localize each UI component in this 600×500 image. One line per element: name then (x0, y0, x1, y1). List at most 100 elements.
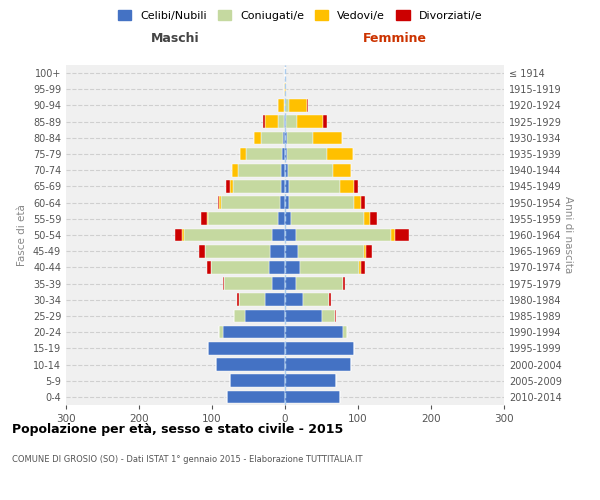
Bar (221, 196, 280, 209)
Bar (223, 326, 285, 338)
Bar (224, 278, 272, 290)
Bar (364, 212, 370, 225)
Bar (340, 180, 355, 192)
Bar (283, 132, 285, 144)
Bar (298, 116, 323, 128)
Bar (208, 342, 285, 354)
Bar (265, 116, 278, 128)
Bar (359, 261, 361, 274)
Bar (237, 294, 239, 306)
Bar (199, 245, 205, 258)
Bar (285, 278, 296, 290)
Bar (284, 83, 285, 96)
Bar (285, 212, 291, 225)
Bar (323, 116, 326, 128)
Bar (298, 245, 364, 258)
Bar (285, 116, 286, 128)
Bar (370, 212, 377, 225)
Bar (218, 196, 220, 209)
Bar (220, 196, 221, 209)
Bar (271, 245, 285, 258)
Bar (230, 180, 233, 192)
Bar (284, 116, 285, 128)
Bar (285, 374, 336, 387)
Legend: Celibi/Nubili, Coniugati/e, Vedovi/e, Divorziati/e: Celibi/Nubili, Coniugati/e, Vedovi/e, Di… (113, 6, 487, 25)
Bar (207, 261, 211, 274)
Bar (333, 164, 352, 176)
Text: Popolazione per età, sesso e stato civile - 2015: Popolazione per età, sesso e stato civil… (12, 422, 343, 436)
Bar (329, 294, 331, 306)
Bar (285, 358, 350, 371)
Bar (299, 261, 359, 274)
Bar (227, 390, 285, 403)
Bar (272, 228, 285, 241)
Bar (182, 228, 184, 241)
Bar (364, 245, 366, 258)
Bar (285, 390, 340, 403)
Bar (343, 278, 345, 290)
Bar (296, 228, 391, 241)
Bar (285, 228, 296, 241)
Bar (240, 148, 245, 160)
Bar (296, 278, 343, 290)
Bar (215, 358, 285, 371)
Bar (361, 196, 365, 209)
Bar (211, 261, 269, 274)
Bar (281, 164, 285, 176)
Bar (278, 116, 284, 128)
Bar (245, 310, 285, 322)
Bar (207, 212, 208, 225)
Bar (361, 261, 365, 274)
Bar (205, 245, 271, 258)
Bar (272, 278, 285, 290)
Bar (285, 164, 288, 176)
Bar (281, 180, 285, 192)
Bar (289, 180, 340, 192)
Bar (285, 326, 343, 338)
Bar (288, 164, 333, 176)
Bar (303, 294, 329, 306)
Bar (366, 245, 372, 258)
Bar (285, 132, 287, 144)
Bar (289, 196, 353, 209)
Bar (232, 164, 238, 176)
Bar (285, 148, 287, 160)
Bar (285, 294, 303, 306)
Bar (328, 148, 353, 160)
Bar (285, 261, 299, 274)
Bar (226, 180, 230, 192)
Bar (184, 228, 272, 241)
Bar (234, 310, 245, 322)
Bar (261, 132, 283, 144)
Bar (343, 326, 347, 338)
Bar (285, 245, 298, 258)
Bar (245, 148, 282, 160)
Bar (223, 278, 224, 290)
Bar (355, 180, 358, 192)
Bar (291, 212, 364, 225)
Bar (265, 294, 285, 306)
Bar (278, 212, 285, 225)
Bar (289, 99, 307, 112)
Bar (353, 196, 361, 209)
Bar (285, 180, 289, 192)
Bar (282, 148, 285, 160)
Bar (286, 116, 298, 128)
Bar (280, 196, 285, 209)
Bar (284, 99, 285, 112)
Bar (395, 228, 409, 241)
Bar (307, 99, 308, 112)
Bar (322, 310, 335, 322)
Bar (278, 99, 284, 112)
Bar (285, 99, 289, 112)
Text: Femmine: Femmine (362, 32, 427, 45)
Bar (335, 310, 336, 322)
Bar (263, 116, 265, 128)
Bar (269, 261, 285, 274)
Bar (285, 196, 289, 209)
Bar (239, 294, 265, 306)
Text: COMUNE DI GROSIO (SO) - Dati ISTAT 1° gennaio 2015 - Elaborazione TUTTITALIA.IT: COMUNE DI GROSIO (SO) - Dati ISTAT 1° ge… (12, 455, 362, 464)
Bar (175, 228, 182, 241)
Bar (287, 132, 313, 144)
Bar (285, 83, 286, 96)
